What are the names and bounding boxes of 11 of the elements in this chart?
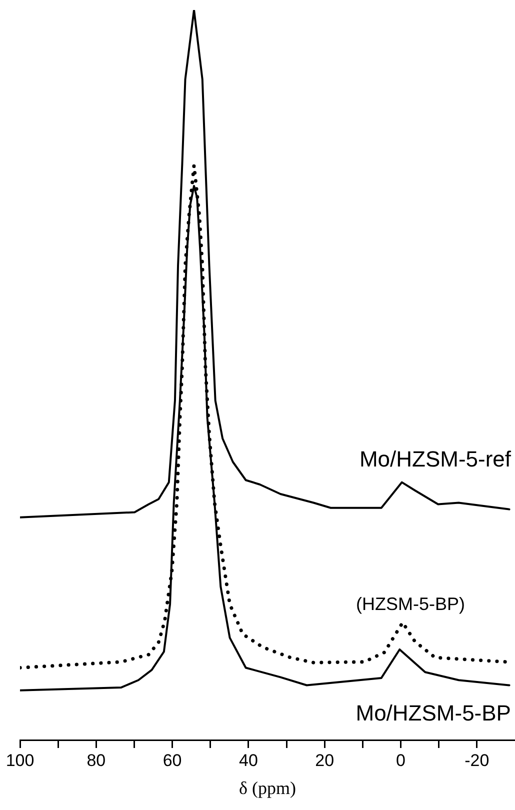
- x-tick-label: 40: [239, 750, 258, 770]
- series-label: (HZSM-5-BP): [356, 594, 465, 614]
- x-tick-label: 100: [6, 750, 34, 770]
- x-tick-label: 60: [162, 750, 182, 770]
- x-tick-label: 0: [396, 750, 406, 770]
- x-tick-label: 20: [315, 750, 334, 770]
- series-label: Mo/HZSM-5-ref: [359, 446, 512, 472]
- x-axis-title: δ (ppm): [239, 778, 296, 798]
- x-tick-label: -20: [464, 750, 490, 770]
- series-label: Mo/HZSM-5-BP: [356, 700, 511, 726]
- x-tick-label: 80: [86, 750, 106, 770]
